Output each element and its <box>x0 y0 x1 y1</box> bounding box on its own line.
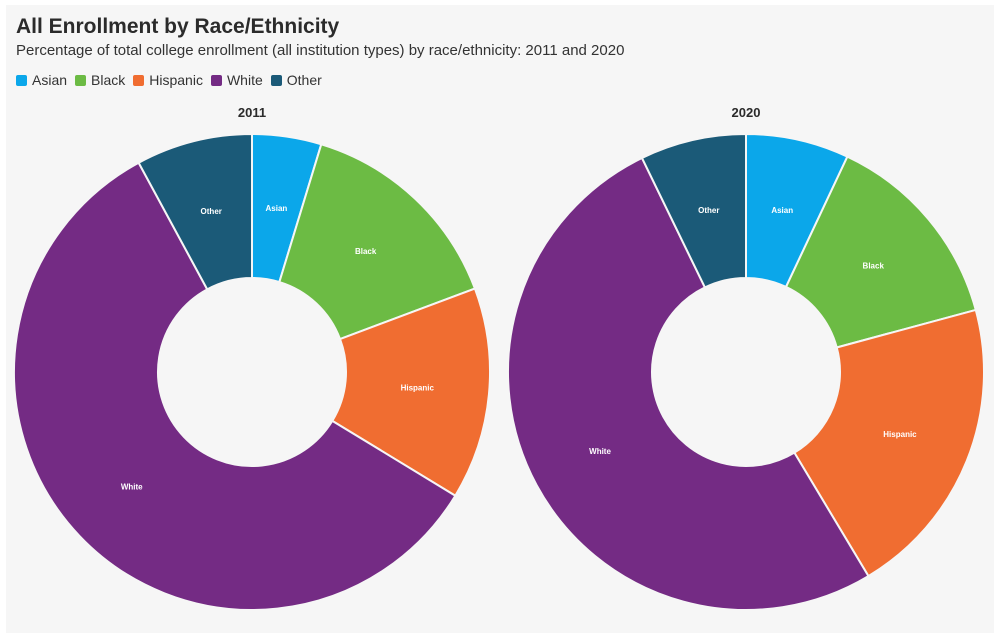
legend-item-white[interactable]: White <box>210 72 263 88</box>
legend-label-asian: Asian <box>32 72 68 88</box>
legend-item-black[interactable]: Black <box>75 72 125 88</box>
legend: Asian Black Hispanic White Other <box>16 72 322 88</box>
labels-2011: Asian Black Hispanic White Other <box>121 204 435 492</box>
legend-item-asian[interactable]: Asian <box>16 72 67 88</box>
legend-swatch-hispanic <box>133 74 145 86</box>
slice-2011-black[interactable] <box>278 143 477 341</box>
legend-label-other: Other <box>286 72 322 88</box>
legend-swatch-white <box>210 74 222 86</box>
slice-2011-other[interactable] <box>137 132 253 291</box>
chart-title: All Enrollment by Race/Ethnicity <box>16 15 340 38</box>
legend-swatch-asian <box>16 74 27 86</box>
legend-label-black: Black <box>91 72 126 88</box>
slice-label-2011-white: White <box>121 482 143 491</box>
slice-label-2011-asian: Asian <box>266 204 288 213</box>
legend-label-hispanic: Hispanic <box>149 72 203 88</box>
slice-2020-hispanic[interactable] <box>792 308 985 578</box>
slice-label-2020-asian: Asian <box>771 206 793 215</box>
slice-label-2011-black: Black <box>355 247 377 256</box>
slices-2011 <box>13 132 491 611</box>
legend-item-other[interactable]: Other <box>270 72 322 88</box>
slice-2011-white[interactable] <box>13 161 457 611</box>
legend-item-hispanic[interactable]: Hispanic <box>133 72 203 88</box>
slice-label-2011-hispanic: Hispanic <box>401 384 435 393</box>
slice-2020-other[interactable] <box>640 132 747 289</box>
slice-2020-white[interactable] <box>507 156 870 612</box>
slice-label-2020-black: Black <box>863 261 885 270</box>
slice-2020-black[interactable] <box>784 155 977 349</box>
donut-chart-2020: 2020 Asian Black Hispanic White Other <box>507 105 985 612</box>
legend-label-white: White <box>226 72 263 88</box>
legend-swatch-black <box>75 74 87 86</box>
slice-label-2020-hispanic: Hispanic <box>883 430 917 439</box>
slice-label-2011-other: Other <box>201 207 222 216</box>
donut-title-2011: 2011 <box>238 105 266 120</box>
slices-2020 <box>507 132 985 612</box>
legend-swatch-other <box>270 74 282 86</box>
chart-subtitle: Percentage of total college enrollment (… <box>16 42 625 59</box>
slice-label-2020-other: Other <box>698 206 719 215</box>
labels-2020: Asian Black Hispanic White Other <box>589 206 917 456</box>
donut-chart-2011: 2011 Asian Black Hispanic White Other <box>13 105 491 611</box>
slice-label-2020-white: White <box>589 447 611 456</box>
donut-title-2020: 2020 <box>732 105 761 120</box>
